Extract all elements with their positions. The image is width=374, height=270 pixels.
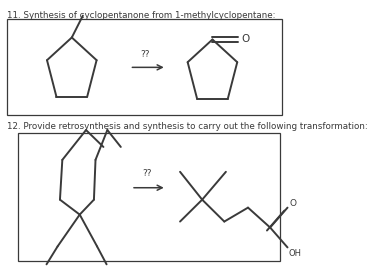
Text: OH: OH — [288, 249, 301, 258]
Text: 11. Synthesis of cyclopentanone from 1-methylcyclopentane:: 11. Synthesis of cyclopentanone from 1-m… — [7, 11, 276, 20]
Text: O: O — [241, 35, 249, 45]
Bar — [18, 133, 280, 261]
Text: ??: ?? — [142, 169, 151, 178]
Text: 12. Provide retrosynthesis and synthesis to carry out the following transformati: 12. Provide retrosynthesis and synthesis… — [7, 122, 368, 131]
Bar — [7, 19, 282, 115]
Text: O: O — [289, 199, 296, 208]
Text: ??: ?? — [141, 50, 150, 59]
